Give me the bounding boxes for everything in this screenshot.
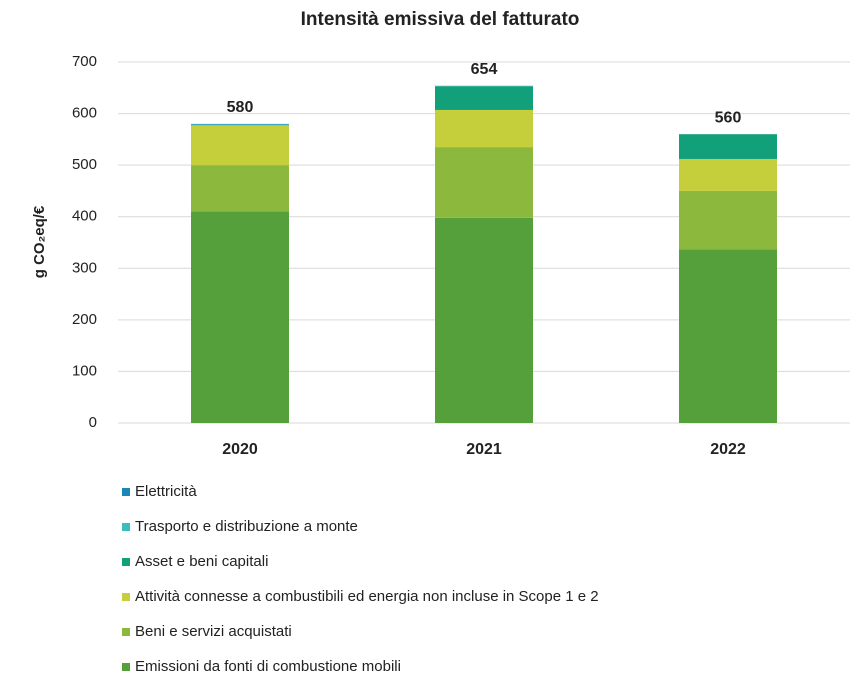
- total-label: 654: [471, 61, 498, 78]
- legend-swatch: [122, 663, 130, 671]
- y-tick-label: 700: [72, 53, 97, 70]
- legend-label: Emissioni da fonti di combustione mobili: [135, 658, 401, 675]
- bar-segment: [191, 124, 289, 126]
- bar-segment: [679, 190, 777, 250]
- y-axis-label: g CO₂eq/€: [31, 205, 48, 278]
- legend-label: Attività connesse a combustibili ed ener…: [135, 588, 599, 605]
- bar-segment: [435, 147, 533, 218]
- bar-segment: [679, 134, 777, 159]
- legend-label: Elettricità: [135, 483, 197, 500]
- legend-swatch: [122, 628, 130, 636]
- bar-segment: [191, 125, 289, 166]
- legend-label: Asset e beni capitali: [135, 553, 268, 570]
- y-tick-label: 100: [72, 362, 97, 379]
- y-tick-label: 200: [72, 311, 97, 328]
- x-tick-label: 2020: [222, 441, 258, 458]
- y-tick-label: 0: [89, 414, 97, 431]
- bar-segment: [679, 249, 777, 423]
- y-tick-label: 300: [72, 259, 97, 276]
- total-label: 580: [227, 99, 254, 116]
- bar-segment: [191, 211, 289, 423]
- legend-swatch: [122, 488, 130, 496]
- x-tick-label: 2022: [710, 441, 746, 458]
- bar-segment: [191, 123, 289, 125]
- x-tick-label: 2021: [466, 441, 502, 458]
- chart-title: Intensità emissiva del fatturato: [301, 9, 580, 30]
- legend-swatch: [122, 558, 130, 566]
- legend-swatch: [122, 523, 130, 531]
- bar-segment: [435, 86, 533, 110]
- bar-segment: [435, 85, 533, 87]
- y-tick-label: 400: [72, 208, 97, 225]
- legend-label: Trasporto e distribuzione a monte: [135, 518, 358, 535]
- bar-segment: [191, 165, 289, 212]
- bar-segment: [679, 158, 777, 191]
- legend-label: Beni e servizi acquistati: [135, 623, 292, 640]
- y-tick-label: 500: [72, 156, 97, 173]
- y-tick-label: 600: [72, 105, 97, 122]
- bar-segment: [435, 217, 533, 423]
- bar-segment: [435, 109, 533, 148]
- legend-swatch: [122, 593, 130, 601]
- total-label: 560: [715, 109, 742, 126]
